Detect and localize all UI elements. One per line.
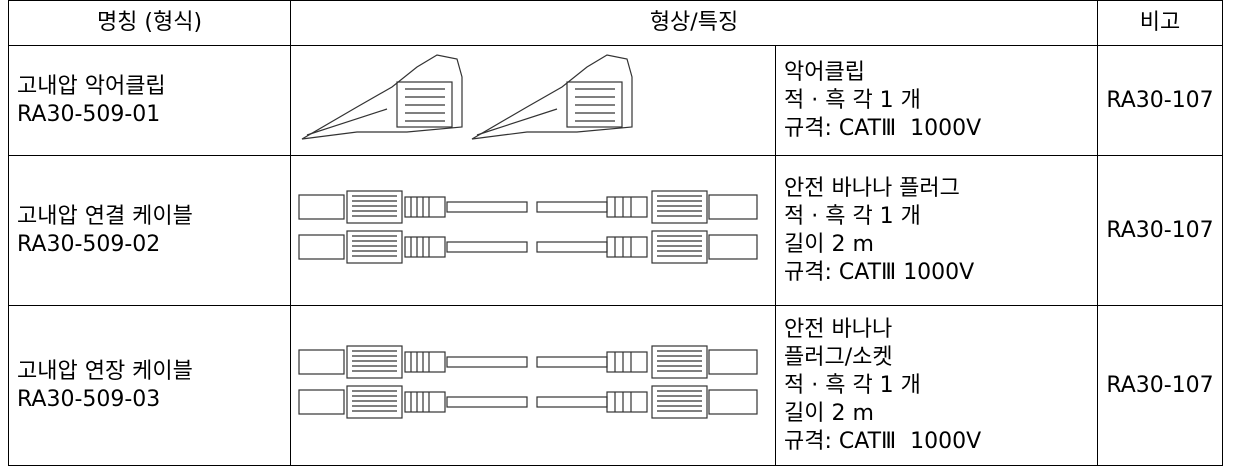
feature-line: 악어클립 <box>784 59 865 85</box>
feature-line: 규격: CATⅢ 1000V <box>784 259 975 285</box>
feature-line: 길이 2 m <box>784 400 874 426</box>
feature-line: 안전 바나나 <box>784 316 893 342</box>
name: 고내압 연장 케이블 <box>17 358 193 384</box>
image-cell <box>290 45 776 156</box>
name: 고내압 연결 케이블 <box>17 203 193 229</box>
feature-line: 길이 2 m <box>784 231 874 257</box>
row: 고내압 악어클립 RA30-509-01 악어클립 적 · 흑 각 1 개 규격: C… <box>8 45 1223 156</box>
row: 고내압 연장 케이블 RA30-509-03 안전 바나나 플러그/소켓 적 · 흑 … <box>8 305 1223 466</box>
features-cell: 안전 바나나 플러그/소켓 적 · 흑 각 1 개 길이 2 m 규격: CATⅢ 10… <box>775 305 1098 466</box>
name-cell: 고내압 악어클립 RA30-509-01 <box>8 45 291 156</box>
feature-line: 적 · 흑 각 1 개 <box>784 372 921 398</box>
header-cell: 형상/특징 <box>290 0 1098 46</box>
row: 고내압 연결 케이블 RA30-509-02 안전 바나나 플러그 적 · 흑 각 … <box>8 155 1223 306</box>
header-cell: 명칭 (형식) <box>8 0 291 46</box>
model: RA30-509-03 <box>17 386 161 412</box>
features-cell: 안전 바나나 플러그 적 · 흑 각 1 개 길이 2 m 규격: CATⅢ 1000… <box>775 155 1098 306</box>
name: 고내압 악어클립 <box>17 73 166 99</box>
model: RA30-509-02 <box>17 231 161 257</box>
feature-line: 규격: CATⅢ 1000V <box>784 115 982 141</box>
header-row: 명칭 (형식) 형상/특징 비고 <box>8 0 1223 46</box>
remark-cell: RA30-107 <box>1097 305 1223 466</box>
feature-line: 적 · 흑 각 1 개 <box>784 203 921 229</box>
cable-illustration <box>298 344 758 419</box>
remark-cell: RA30-107 <box>1097 45 1223 156</box>
feature-line: 적 · 흑 각 1 개 <box>784 87 921 113</box>
cable-illustration <box>298 189 758 264</box>
image-cell <box>290 305 776 466</box>
header-cell: 비고 <box>1097 0 1223 46</box>
name-cell: 고내압 연결 케이블 RA30-509-02 <box>8 155 291 306</box>
clip-illustration <box>301 53 633 140</box>
feature-line: 플러그/소켓 <box>784 344 893 370</box>
features-cell: 악어클립 적 · 흑 각 1 개 규격: CATⅢ 1000V <box>775 45 1098 156</box>
image-cell <box>290 155 776 306</box>
feature-line: 안전 바나나 플러그 <box>784 175 960 201</box>
model: RA30-509-01 <box>17 101 161 127</box>
feature-line: 규격: CATⅢ 1000V <box>784 428 982 454</box>
remark-cell: RA30-107 <box>1097 155 1223 306</box>
name-cell: 고내압 연장 케이블 RA30-509-03 <box>8 305 291 466</box>
spec-table: 명칭 (형식) 형상/특징 비고 고내압 악어클립 RA30-509-01 악어클… <box>8 0 1223 466</box>
